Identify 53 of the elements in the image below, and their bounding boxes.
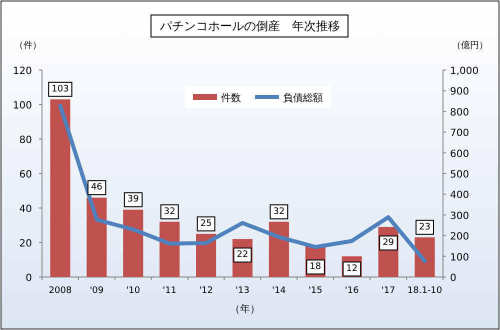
data-label: 18 [310,262,322,272]
y2-tick-label: 100 [450,252,470,264]
bar [123,210,144,277]
bar [50,99,70,277]
x-tick-label: '10 [126,286,140,296]
data-label: 12 [346,264,358,274]
y2-tick-label: 900 [450,86,470,98]
legend-label: 件数 [221,93,241,104]
x-axis-title: （年） [230,303,260,315]
y-tick-label: 0 [26,273,32,284]
data-label: 39 [127,194,140,205]
bar [86,198,107,277]
x-tick-label: '15 [308,286,322,296]
data-label: 103 [52,84,69,94]
x-tick-label: '13 [236,286,250,296]
bar [160,222,180,277]
y2-tick-label: 700 [450,128,470,140]
data-label: 32 [164,206,176,217]
y2-tick-label: 300 [450,210,470,222]
y2-tick-label: 0 [450,273,456,284]
y-tick-label: 20 [19,238,32,250]
x-tick-label: '17 [381,286,396,296]
y2-tick-label: 200 [450,232,470,243]
y-axis-title: （件） [14,40,42,51]
x-tick-label: '09 [90,286,104,296]
x-tick-label: '14 [272,286,286,296]
x-tick-label: '12 [199,286,214,296]
x-tick-label: '11 [162,286,177,296]
data-label: 25 [200,218,212,229]
bar [196,234,216,277]
data-label: 22 [236,250,248,260]
y-tick-label: 40 [19,204,32,215]
y-tick-label: 80 [19,135,32,146]
data-label: 23 [419,222,430,232]
y2-tick-label: 1,000 [450,66,479,77]
data-label: 29 [382,238,394,248]
x-tick-label: 18.1-10 [407,286,442,296]
legend-label: 負債総額 [283,92,323,104]
y-tick-label: 60 [19,170,32,180]
data-label: 32 [273,206,285,217]
x-tick-label: 2008 [48,286,72,296]
x-tick-label: '16 [344,286,360,296]
chart-title: パチンコホールの倒産 年次推移 [159,19,340,33]
y2-tick-label: 600 [450,148,470,160]
bar [268,222,289,277]
y2-tick-label: 500 [450,170,470,180]
data-label: 46 [90,182,103,193]
y-tick-label: 100 [12,100,32,112]
y2-tick-label: 800 [450,107,470,118]
y2-tick-label: 400 [450,190,470,202]
y-tick-label: 120 [12,66,32,77]
bar [414,237,435,277]
y2-axis-title: （億円） [452,40,488,51]
